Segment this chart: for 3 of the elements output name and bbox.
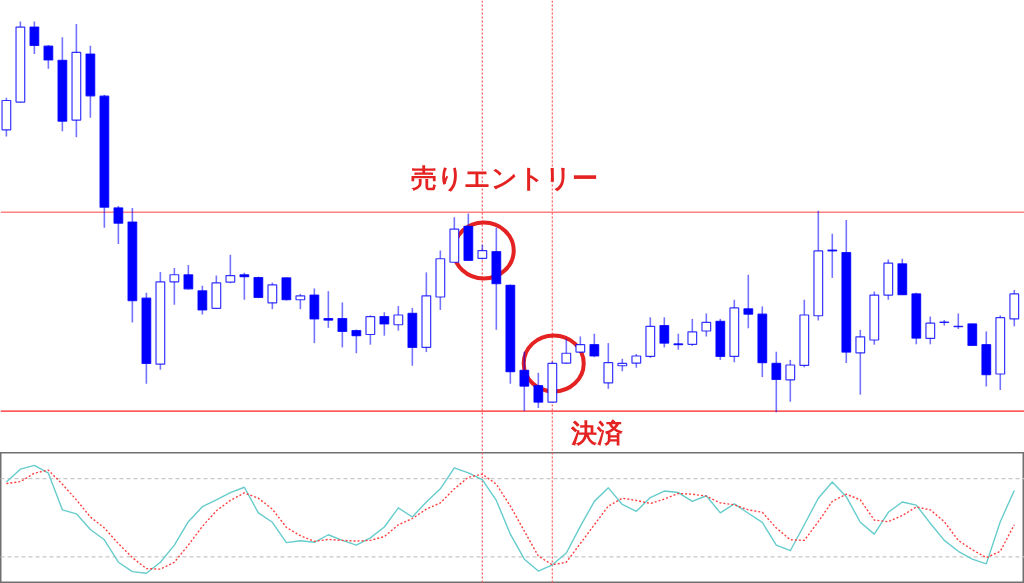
- annotation: 売りエントリー: [411, 163, 599, 194]
- candlestick: [967, 322, 978, 347]
- text: 決済: [570, 417, 624, 448]
